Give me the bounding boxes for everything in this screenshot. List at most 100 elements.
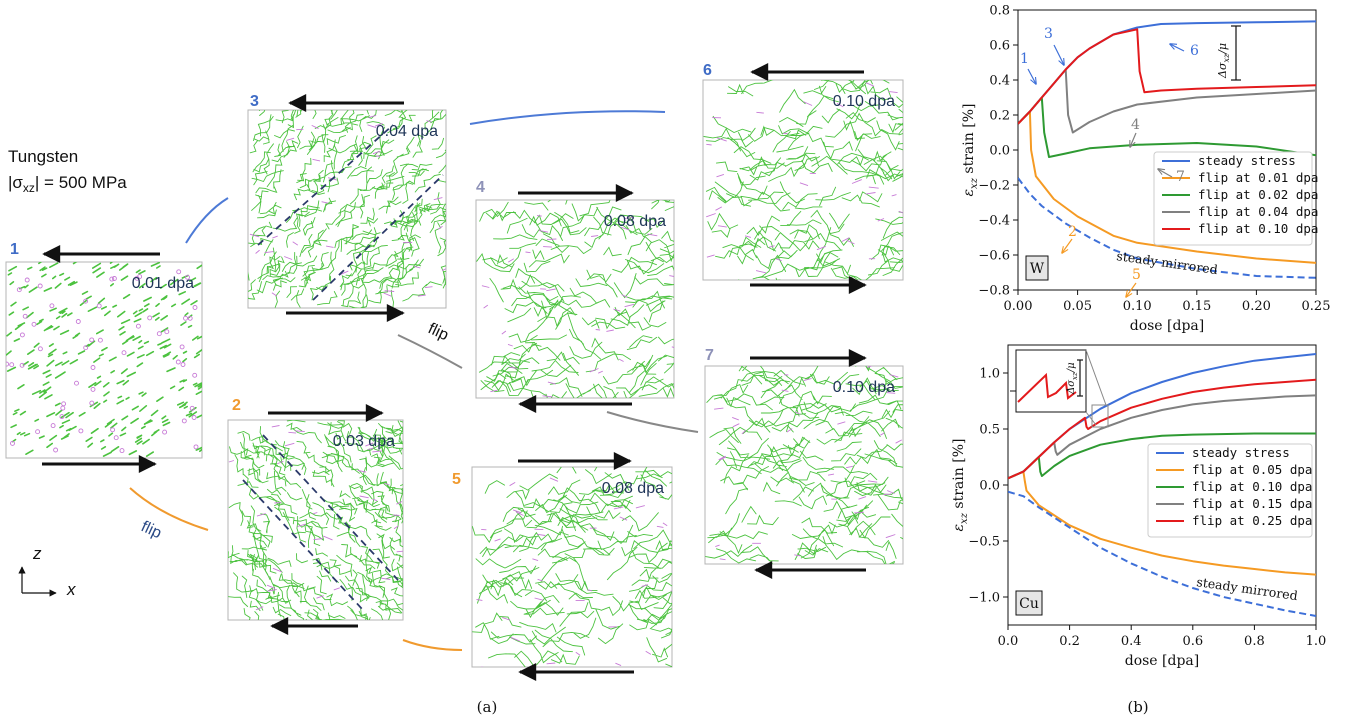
y-tick-label: −0.6 xyxy=(978,249,1010,264)
y-tick-label: 0.4 xyxy=(989,74,1010,89)
path-arc-3-4 xyxy=(397,334,463,369)
slip-band-line xyxy=(257,124,394,246)
x-tick-label: 0.05 xyxy=(1063,299,1092,314)
x-axis-label: dose [dpa] xyxy=(1125,653,1200,669)
x-tick-label: 0.15 xyxy=(1182,299,1211,314)
marker-number: 5 xyxy=(1132,267,1141,283)
series-group xyxy=(1018,20,1316,279)
series-line-flip-at-0-25-dpa xyxy=(1008,378,1316,480)
x-tick-label: 0.4 xyxy=(1121,634,1142,649)
y-tick-label: 1.0 xyxy=(979,367,1000,382)
series-line-steady-mirrored xyxy=(1008,490,1316,617)
snapshot-number: 7 xyxy=(705,347,714,364)
marker-arrow xyxy=(1158,169,1173,178)
flip-label-bottom: flip xyxy=(138,518,164,542)
dislocation-loops xyxy=(481,215,674,398)
snapshot-5: 0.08 dpa 5 xyxy=(452,452,673,681)
marker-number: 7 xyxy=(1176,169,1185,185)
dose-label: 0.04 dpa xyxy=(376,123,438,140)
dose-label: 0.08 dpa xyxy=(602,480,664,497)
snapshot-1: 0.01 dpa 1 xyxy=(5,241,203,473)
y-tick-label: 0.5 xyxy=(979,423,1000,438)
dislocation-lines xyxy=(248,110,446,308)
path-arc-1-3 xyxy=(185,197,229,244)
legend: steady stress flip at 0.05 dpa flip at 0.1… xyxy=(1147,443,1313,538)
snapshot-number: 2 xyxy=(232,397,241,414)
dislocation-texture xyxy=(476,200,674,398)
legend-box xyxy=(1147,443,1313,538)
snapshot-number: 3 xyxy=(250,93,259,110)
inset-red-curve xyxy=(1017,372,1077,403)
panel-tag-box xyxy=(1015,590,1043,616)
dislocation-lines xyxy=(705,366,903,564)
snapshot-number: 5 xyxy=(452,471,461,488)
zoom-connector xyxy=(1085,349,1107,406)
x-tick-label: 0.10 xyxy=(1123,299,1152,314)
caption-a: (a) xyxy=(477,698,498,716)
x-tick-label: 0.2 xyxy=(1059,634,1080,649)
legend: steady stress flip at 0.01 dpa flip at 0.0… xyxy=(1153,151,1318,246)
snapshot-frame xyxy=(471,466,673,668)
stress-label: |σxz| = 500 MPa xyxy=(8,173,127,195)
dislocation-loops xyxy=(476,477,672,667)
path-arc-4-7 xyxy=(606,411,699,433)
dose-label: 0.10 dpa xyxy=(833,93,895,110)
series-group xyxy=(1008,353,1316,617)
series-line-flip-at-0-10-dpa xyxy=(1018,28,1316,125)
snapshot-3: 0.04 dpa 3 xyxy=(247,93,447,322)
snapshot-number: 1 xyxy=(10,241,19,258)
dislocation-lines xyxy=(6,262,202,457)
dislocation-texture xyxy=(228,420,403,620)
marker-arrow xyxy=(1062,238,1073,253)
y-axis-label: εxz strain [%] xyxy=(951,439,970,532)
marker-arrow xyxy=(1126,282,1137,297)
slip-band-line xyxy=(262,434,399,581)
marker-number: 3 xyxy=(1044,26,1053,42)
y-tick-label: −0.8 xyxy=(978,284,1010,299)
legend-label: flip at 0.25 dpa xyxy=(1192,513,1312,528)
snapshot-6: 0.10 dpa 6 xyxy=(702,62,904,294)
axis-z-label: z xyxy=(32,544,42,563)
y-tick-label: 0.0 xyxy=(979,479,1000,494)
panel-tag: Cu xyxy=(1019,596,1039,612)
dislocation-lines xyxy=(472,467,672,667)
marker-number: 6 xyxy=(1190,43,1199,59)
dislocation-loops xyxy=(6,269,199,454)
snapshot-frame xyxy=(702,79,904,281)
series-line-flip-at-0-01-dpa xyxy=(1018,110,1316,264)
panel-a: Tungsten |σxz| = 500 MPa flip flip z x 0… xyxy=(5,62,904,716)
snapshot-number: 4 xyxy=(476,179,485,196)
y-tick-label: −0.4 xyxy=(978,214,1010,229)
dose-label: 0.01 dpa xyxy=(132,275,194,292)
marker-number: 1 xyxy=(1020,51,1029,67)
x-tick-label: 0.8 xyxy=(1244,634,1265,649)
snapshot-number: 6 xyxy=(703,62,712,79)
x-tick-label: 1.0 xyxy=(1306,634,1327,649)
marker-number: 4 xyxy=(1131,117,1140,133)
y-tick-label: 0.6 xyxy=(989,39,1010,54)
path-arc-2-5 xyxy=(402,639,463,651)
dislocation-texture xyxy=(6,262,202,457)
y-tick-label: −0.5 xyxy=(968,535,1000,550)
y-tick-label: 0.0 xyxy=(989,144,1010,159)
snapshot-7: 0.10 dpa 7 xyxy=(704,347,904,579)
legend-label: steady stress xyxy=(1198,153,1296,168)
dislocation-loops xyxy=(228,425,403,611)
inset-delta-label: Δσxz/μ xyxy=(1066,362,1079,395)
legend-label: flip at 0.10 dpa xyxy=(1192,479,1312,494)
series-line-steady-mirrored xyxy=(1018,177,1316,279)
panel-tag-box xyxy=(1025,255,1049,281)
slip-band-line xyxy=(312,174,444,301)
dislocation-lines xyxy=(703,80,903,280)
legend-label: flip at 0.10 dpa xyxy=(1198,221,1318,236)
axis-x-label: x xyxy=(66,580,76,599)
dislocation-texture xyxy=(472,467,672,667)
series-line-flip-at-0-05-dpa xyxy=(1008,470,1316,576)
snapshot-frame xyxy=(5,261,203,459)
legend-label: flip at 0.15 dpa xyxy=(1192,496,1312,511)
snapshot-4: 0.08 dpa 4 xyxy=(475,179,675,413)
dose-label: 0.10 dpa xyxy=(833,379,895,396)
dislocation-lines xyxy=(476,200,674,398)
